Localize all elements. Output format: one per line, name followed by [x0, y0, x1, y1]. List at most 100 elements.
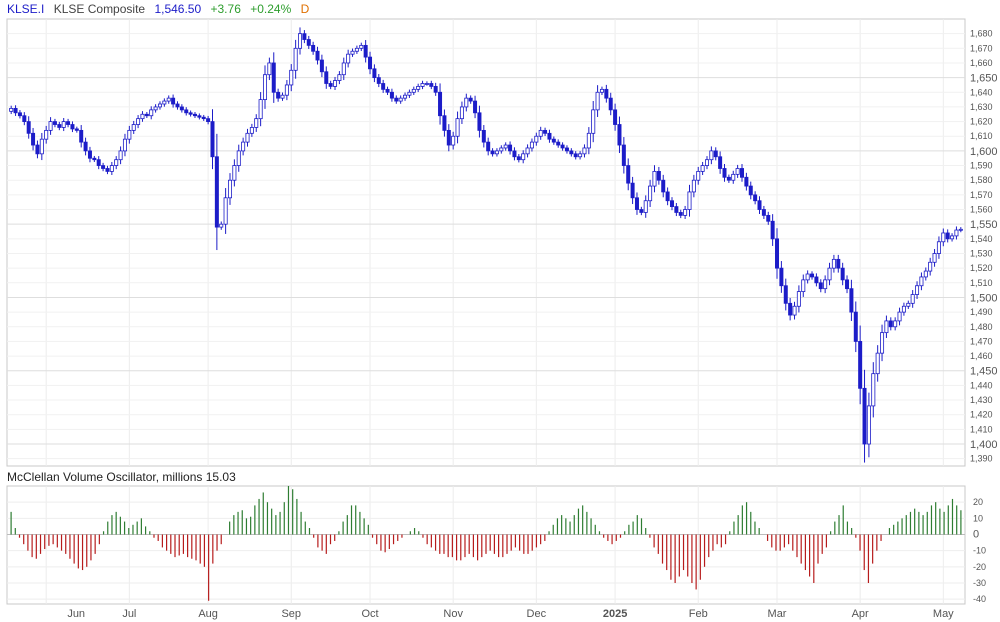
- period-selector[interactable]: D: [300, 2, 310, 16]
- price-major-tick-label: 1,650: [970, 73, 998, 85]
- oscillator-tick-label: -10: [973, 546, 986, 556]
- candle-down: [508, 144, 513, 152]
- oscillator-tick-label: 0: [973, 528, 979, 540]
- candle-up: [223, 197, 228, 225]
- candle-up: [61, 121, 66, 128]
- x-axis-month-label: Jun: [67, 608, 85, 620]
- candle-down: [17, 112, 22, 117]
- candle-up: [140, 113, 145, 120]
- candle-down: [442, 115, 447, 131]
- candle-up: [534, 135, 539, 143]
- candle-down: [306, 39, 311, 46]
- price-minor-tick-label: 1,570: [970, 190, 993, 200]
- candle-down: [381, 83, 386, 90]
- candle-down: [31, 132, 36, 146]
- candle-down: [26, 121, 31, 134]
- price-minor-tick-label: 1,480: [970, 322, 993, 332]
- candle-down: [512, 150, 517, 158]
- candle-up: [906, 302, 911, 307]
- candle-up: [131, 124, 136, 131]
- candle-up: [910, 294, 915, 304]
- candle-up: [157, 103, 162, 108]
- candle-down: [328, 83, 333, 87]
- candle-up: [538, 129, 543, 137]
- candle-up: [950, 235, 955, 240]
- candle-down: [324, 71, 329, 84]
- candle-up: [416, 86, 421, 90]
- candle-up: [923, 270, 928, 278]
- price-major-tick-label: 1,450: [970, 366, 998, 378]
- candle-up: [871, 373, 876, 407]
- x-axis-month-label: Nov: [443, 608, 463, 620]
- candle-down: [13, 108, 18, 114]
- candle-up: [267, 62, 272, 76]
- x-axis-month-label: Aug: [198, 608, 218, 620]
- symbol-label[interactable]: KLSE.I: [7, 2, 45, 16]
- candle-down: [639, 209, 644, 213]
- candle-down: [849, 288, 854, 313]
- candle-down: [556, 141, 561, 146]
- candle-down: [853, 311, 858, 342]
- candle-up: [232, 165, 237, 181]
- price-minor-tick-label: 1,430: [970, 395, 993, 405]
- price-minor-tick-label: 1,560: [970, 205, 993, 215]
- candle-down: [429, 83, 434, 87]
- candle-down: [192, 113, 197, 117]
- candle-up: [359, 44, 364, 49]
- candle-down: [740, 168, 745, 178]
- candle-up: [691, 179, 696, 193]
- candle-down: [810, 273, 815, 278]
- candle-down: [888, 320, 893, 328]
- candle-up: [241, 141, 246, 152]
- candle-down: [438, 91, 443, 117]
- candle-down: [201, 116, 206, 120]
- price-major-tick-label: 1,500: [970, 292, 998, 304]
- oscillator-tick-label: -20: [973, 562, 986, 572]
- candle-down: [674, 206, 679, 213]
- candle-down: [433, 86, 438, 93]
- price-minor-tick-label: 1,460: [970, 351, 993, 361]
- candle-up: [648, 185, 653, 202]
- candle-down: [783, 285, 788, 304]
- candle-down: [858, 341, 863, 389]
- candle-up: [823, 279, 828, 290]
- candle-up: [687, 191, 692, 210]
- price-minor-tick-label: 1,440: [970, 380, 993, 390]
- candle-down: [845, 279, 850, 290]
- oscillator-tick-label: 20: [973, 497, 983, 507]
- candle-up: [44, 129, 49, 140]
- candle-down: [840, 267, 845, 281]
- candle-down: [188, 112, 193, 115]
- oscillator-tick-label: -40: [973, 594, 986, 604]
- price-minor-tick-label: 1,610: [970, 131, 993, 141]
- index-name: KLSE Composite: [53, 2, 146, 16]
- candle-up: [284, 84, 289, 96]
- candle-up: [407, 91, 412, 96]
- candle-down: [385, 88, 390, 93]
- oscillator-tick-label: 10: [973, 513, 983, 523]
- candle-up: [595, 91, 600, 111]
- candle-down: [945, 232, 950, 240]
- candle-down: [179, 106, 184, 111]
- candle-down: [669, 200, 674, 207]
- candle-up: [411, 88, 416, 93]
- candle-up: [136, 118, 141, 125]
- candle-down: [372, 68, 377, 79]
- price-minor-tick-label: 1,590: [970, 161, 993, 171]
- candle-up: [118, 150, 123, 161]
- last-price: 1,546.50: [154, 2, 202, 16]
- candle-up: [424, 83, 429, 85]
- candle-down: [184, 109, 189, 114]
- candle-down: [446, 129, 451, 146]
- candle-down: [52, 121, 57, 125]
- candle-down: [389, 91, 394, 99]
- candle-up: [704, 159, 709, 166]
- candle-down: [761, 209, 766, 216]
- candle-up: [958, 228, 963, 231]
- candle-down: [486, 141, 491, 152]
- candle-up: [731, 173, 736, 181]
- candle-down: [573, 153, 578, 158]
- candle-up: [591, 109, 596, 134]
- candle-down: [656, 171, 661, 181]
